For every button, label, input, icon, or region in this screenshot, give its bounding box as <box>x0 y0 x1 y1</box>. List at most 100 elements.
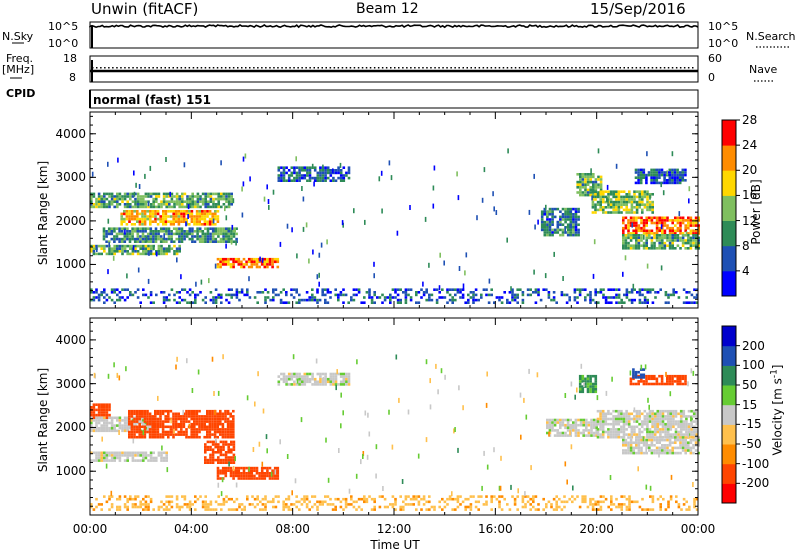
velocity-cell <box>461 500 465 504</box>
power-cell <box>92 195 96 198</box>
velocity-cell <box>92 459 96 462</box>
power-cell <box>204 301 207 304</box>
power-cell <box>551 220 554 224</box>
velocity-cell <box>656 417 660 421</box>
power-cell <box>692 239 695 242</box>
nave-dot <box>418 67 420 69</box>
power-cell <box>638 200 641 204</box>
velocity-cell <box>211 461 215 464</box>
velocity-cell <box>607 505 610 509</box>
velocity-speck <box>291 490 293 496</box>
power-cell <box>100 244 103 248</box>
power-cell <box>154 235 158 238</box>
nave-dot <box>245 67 247 69</box>
velocity-cell <box>433 508 436 511</box>
power-cell <box>280 171 283 175</box>
velocity-cell <box>245 466 248 470</box>
power-cell <box>196 203 200 206</box>
power-cell <box>136 195 140 198</box>
power-cell <box>648 232 651 235</box>
power-cell <box>694 244 698 247</box>
power-cell <box>188 301 192 304</box>
velocity-cell <box>620 508 623 511</box>
power-speck <box>533 269 535 275</box>
power-cell <box>274 288 278 291</box>
power-cell <box>685 301 688 304</box>
velocity-cell <box>672 433 675 436</box>
power-cell <box>149 223 152 226</box>
power-cell <box>342 176 346 180</box>
velocity-cell <box>622 425 626 429</box>
velocity-cell <box>260 466 264 470</box>
velocity-cell <box>105 426 109 430</box>
velocity-cell <box>92 508 96 511</box>
power-cell <box>198 237 202 241</box>
velocity-cell <box>216 420 219 423</box>
velocity-cell <box>123 459 127 462</box>
power-cell <box>295 301 298 304</box>
power-cell <box>604 211 608 214</box>
power-cell <box>172 220 175 223</box>
power-cell <box>435 298 439 302</box>
power-cell <box>206 232 210 236</box>
velocity-cell <box>521 500 525 504</box>
power-cell <box>635 244 638 247</box>
nave-dot <box>136 67 138 69</box>
velocity-cell <box>420 497 423 501</box>
velocity-cell <box>661 422 665 426</box>
power-cell <box>177 223 181 226</box>
power-cell <box>108 247 111 250</box>
velocity-cell <box>659 503 662 506</box>
power-cell <box>574 213 578 216</box>
power-cell <box>687 234 690 237</box>
power-cell <box>321 174 325 177</box>
power-cell <box>129 205 132 209</box>
power-cell <box>652 179 656 182</box>
velocity-cell <box>640 441 643 444</box>
velocity-cell <box>622 415 626 418</box>
power-cell <box>663 236 667 240</box>
velocity-cell <box>219 472 222 475</box>
velocity-cell <box>149 424 153 427</box>
power-cell <box>415 301 418 304</box>
velocity-cell <box>156 428 160 431</box>
velocity-cell <box>590 429 593 432</box>
power-cell <box>180 232 184 236</box>
velocity-cell <box>129 497 132 501</box>
velocity-cell <box>687 444 690 447</box>
power-cell <box>599 198 602 201</box>
power-cell <box>648 236 651 240</box>
velocity-cell <box>130 435 134 439</box>
power-cell <box>627 221 630 225</box>
velocity-cell <box>266 472 269 475</box>
power-cell <box>663 244 667 247</box>
power-cell <box>165 252 168 256</box>
power-cell <box>651 193 654 196</box>
power-cell <box>203 220 207 223</box>
power-cell <box>227 301 231 304</box>
power-cell <box>142 200 145 203</box>
velocity-speck <box>157 395 159 401</box>
velocity-speck <box>215 437 217 443</box>
velocity-cell <box>219 453 223 457</box>
power-cell <box>638 206 641 209</box>
velocity-cell <box>308 500 311 504</box>
power-cell <box>230 296 233 299</box>
power-cell <box>240 260 243 264</box>
velocity-cell <box>521 495 525 498</box>
velocity-speck <box>429 404 432 410</box>
power-cell <box>581 186 585 189</box>
power-cell <box>272 288 275 291</box>
velocity-cell <box>246 497 249 501</box>
power-speck <box>126 273 128 279</box>
power-cell <box>113 250 116 253</box>
power-cell <box>326 176 330 180</box>
power-cell <box>170 200 174 203</box>
velocity-cell <box>198 417 201 421</box>
velocity-cell <box>695 420 699 423</box>
power-cell <box>217 227 220 230</box>
power-cell <box>668 229 672 233</box>
power-cell <box>638 288 642 291</box>
velocity-cell <box>569 423 572 427</box>
nave-dot <box>450 67 452 69</box>
